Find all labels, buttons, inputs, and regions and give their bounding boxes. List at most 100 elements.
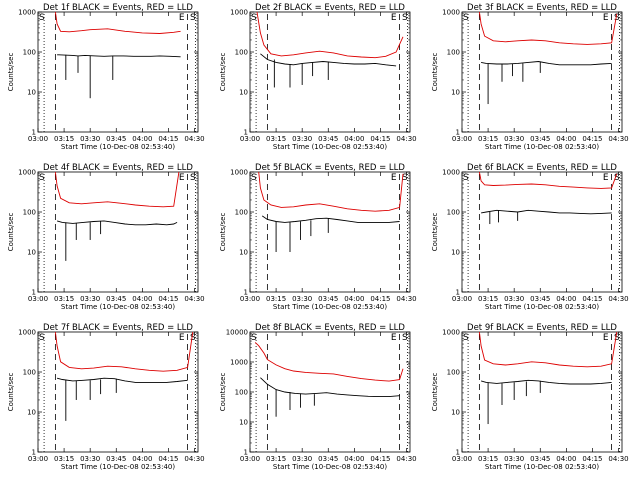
panel-title: Det 3f BLACK = Events, RED = LLD [467, 3, 617, 13]
panel-title: Det 9f BLACK = Events, RED = LLD [467, 323, 617, 333]
x-tick-label: 03:00 [452, 295, 472, 303]
x-axis-label: Start Time (10-Dec-08 02:53:40) [273, 463, 387, 471]
y-tick-label: 100 [447, 209, 460, 217]
y-tick-label: 100 [23, 209, 36, 217]
events-rate-line [56, 377, 188, 383]
plot-frame [37, 171, 199, 293]
x-tick-label: 04:00 [132, 455, 152, 463]
panel-det-4: Det 4f BLACK = Events, RED = LLD 1 10 100 10… [7, 163, 205, 311]
x-tick-label: 04:00 [344, 135, 364, 143]
interval-marker: E [603, 13, 609, 23]
panel-det-2: Det 2f BLACK = Events, RED = LLD 1 10 100 10… [219, 3, 417, 151]
plot-frame [249, 331, 411, 453]
interval-marker: S [190, 333, 196, 343]
x-tick-label: 04:00 [556, 135, 576, 143]
plot-frame [461, 11, 623, 133]
panel-title: Det 2f BLACK = Events, RED = LLD [255, 3, 405, 13]
panel-title: Det 8f BLACK = Events, RED = LLD [255, 323, 405, 333]
x-tick-label: 03:00 [28, 295, 48, 303]
interval-marker: E [179, 173, 185, 183]
x-tick-label: 03:00 [452, 455, 472, 463]
x-tick-label: 03:15 [478, 135, 498, 143]
x-tick-label: 03:00 [240, 135, 260, 143]
interval-marker: E [603, 333, 609, 343]
panel-title: Det 1f BLACK = Events, RED = LLD [43, 3, 193, 13]
plot-frame [249, 11, 411, 133]
y-tick-label: 1000 [18, 329, 36, 337]
lld-rate-line [54, 11, 181, 34]
interval-marker: S [39, 13, 45, 23]
interval-marker: E [391, 333, 397, 343]
interval-marker: E [179, 333, 185, 343]
x-tick-label: 04:30 [184, 455, 204, 463]
y-tick-label: 1 [32, 449, 36, 457]
panel-title: Det 7f BLACK = Events, RED = LLD [43, 323, 193, 333]
y-tick-label: 1 [244, 129, 248, 137]
y-tick-label: 10 [27, 89, 36, 97]
x-tick-label: 03:15 [266, 455, 286, 463]
x-tick-label: 03:30 [504, 135, 524, 143]
y-tick-label: 1000 [230, 9, 248, 17]
y-tick-label: 1 [244, 289, 248, 297]
x-tick-label: 03:45 [318, 455, 338, 463]
y-tick-label: 10 [27, 249, 36, 257]
y-tick-label: 1000 [230, 359, 248, 367]
y-tick-label: 1 [456, 289, 460, 297]
y-tick-label: 10 [239, 89, 248, 97]
events-rate-line [261, 215, 400, 223]
y-tick-label: 1 [456, 449, 460, 457]
y-axis-label: Counts/sec [219, 53, 227, 92]
x-tick-label: 03:15 [478, 295, 498, 303]
x-tick-label: 04:15 [370, 135, 390, 143]
y-tick-label: 10 [451, 249, 460, 257]
x-axis-label: Start Time (10-Dec-08 02:53:40) [61, 143, 175, 151]
y-tick-label: 100 [447, 369, 460, 377]
x-tick-label: 03:30 [80, 135, 100, 143]
y-tick-label: 10 [239, 249, 248, 257]
events-rate-line [480, 379, 612, 385]
x-tick-label: 04:30 [396, 455, 416, 463]
panel-det-5: Det 5f BLACK = Events, RED = LLD 1 10 100 10… [219, 163, 417, 311]
x-tick-label: 04:30 [184, 295, 204, 303]
events-rate-line [481, 209, 612, 215]
interval-marker: S [39, 173, 45, 183]
x-tick-label: 03:15 [266, 295, 286, 303]
x-tick-label: 03:00 [240, 295, 260, 303]
y-tick-label: 1000 [442, 9, 460, 17]
plot-frame [37, 11, 199, 133]
x-tick-label: 03:15 [54, 295, 74, 303]
y-axis-label: Counts/sec [7, 213, 15, 252]
plot-frame [249, 171, 411, 293]
plot-frame [461, 171, 623, 293]
y-tick-label: 1 [244, 449, 248, 457]
y-axis-label: Counts/sec [431, 53, 439, 92]
x-tick-label: 03:15 [54, 455, 74, 463]
x-tick-label: 04:00 [344, 455, 364, 463]
panel-title: Det 5f BLACK = Events, RED = LLD [255, 163, 405, 173]
x-tick-label: 04:30 [608, 295, 628, 303]
x-tick-label: 03:00 [452, 135, 472, 143]
lld-rate-line [478, 11, 618, 45]
y-tick-label: 100 [235, 49, 248, 57]
x-axis-label: Start Time (10-Dec-08 02:53:40) [485, 303, 599, 311]
y-axis-label: Counts/sec [219, 373, 227, 412]
interval-marker: E [603, 173, 609, 183]
y-axis-label: Counts/sec [7, 373, 15, 412]
y-tick-label: 1 [32, 289, 36, 297]
x-tick-label: 03:45 [106, 135, 126, 143]
y-tick-label: 10 [27, 409, 36, 417]
panel-title: Det 6f BLACK = Events, RED = LLD [467, 163, 617, 173]
x-tick-label: 03:45 [530, 455, 550, 463]
interval-marker: E [391, 13, 397, 23]
x-tick-label: 04:30 [396, 295, 416, 303]
interval-marker: S [251, 173, 257, 183]
x-tick-label: 04:15 [582, 455, 602, 463]
x-tick-label: 03:45 [106, 295, 126, 303]
interval-marker: S [614, 333, 620, 343]
interval-marker: S [614, 13, 620, 23]
x-tick-label: 04:00 [344, 295, 364, 303]
interval-marker: S [190, 13, 196, 23]
x-tick-label: 03:30 [504, 455, 524, 463]
x-tick-label: 04:30 [608, 135, 628, 143]
